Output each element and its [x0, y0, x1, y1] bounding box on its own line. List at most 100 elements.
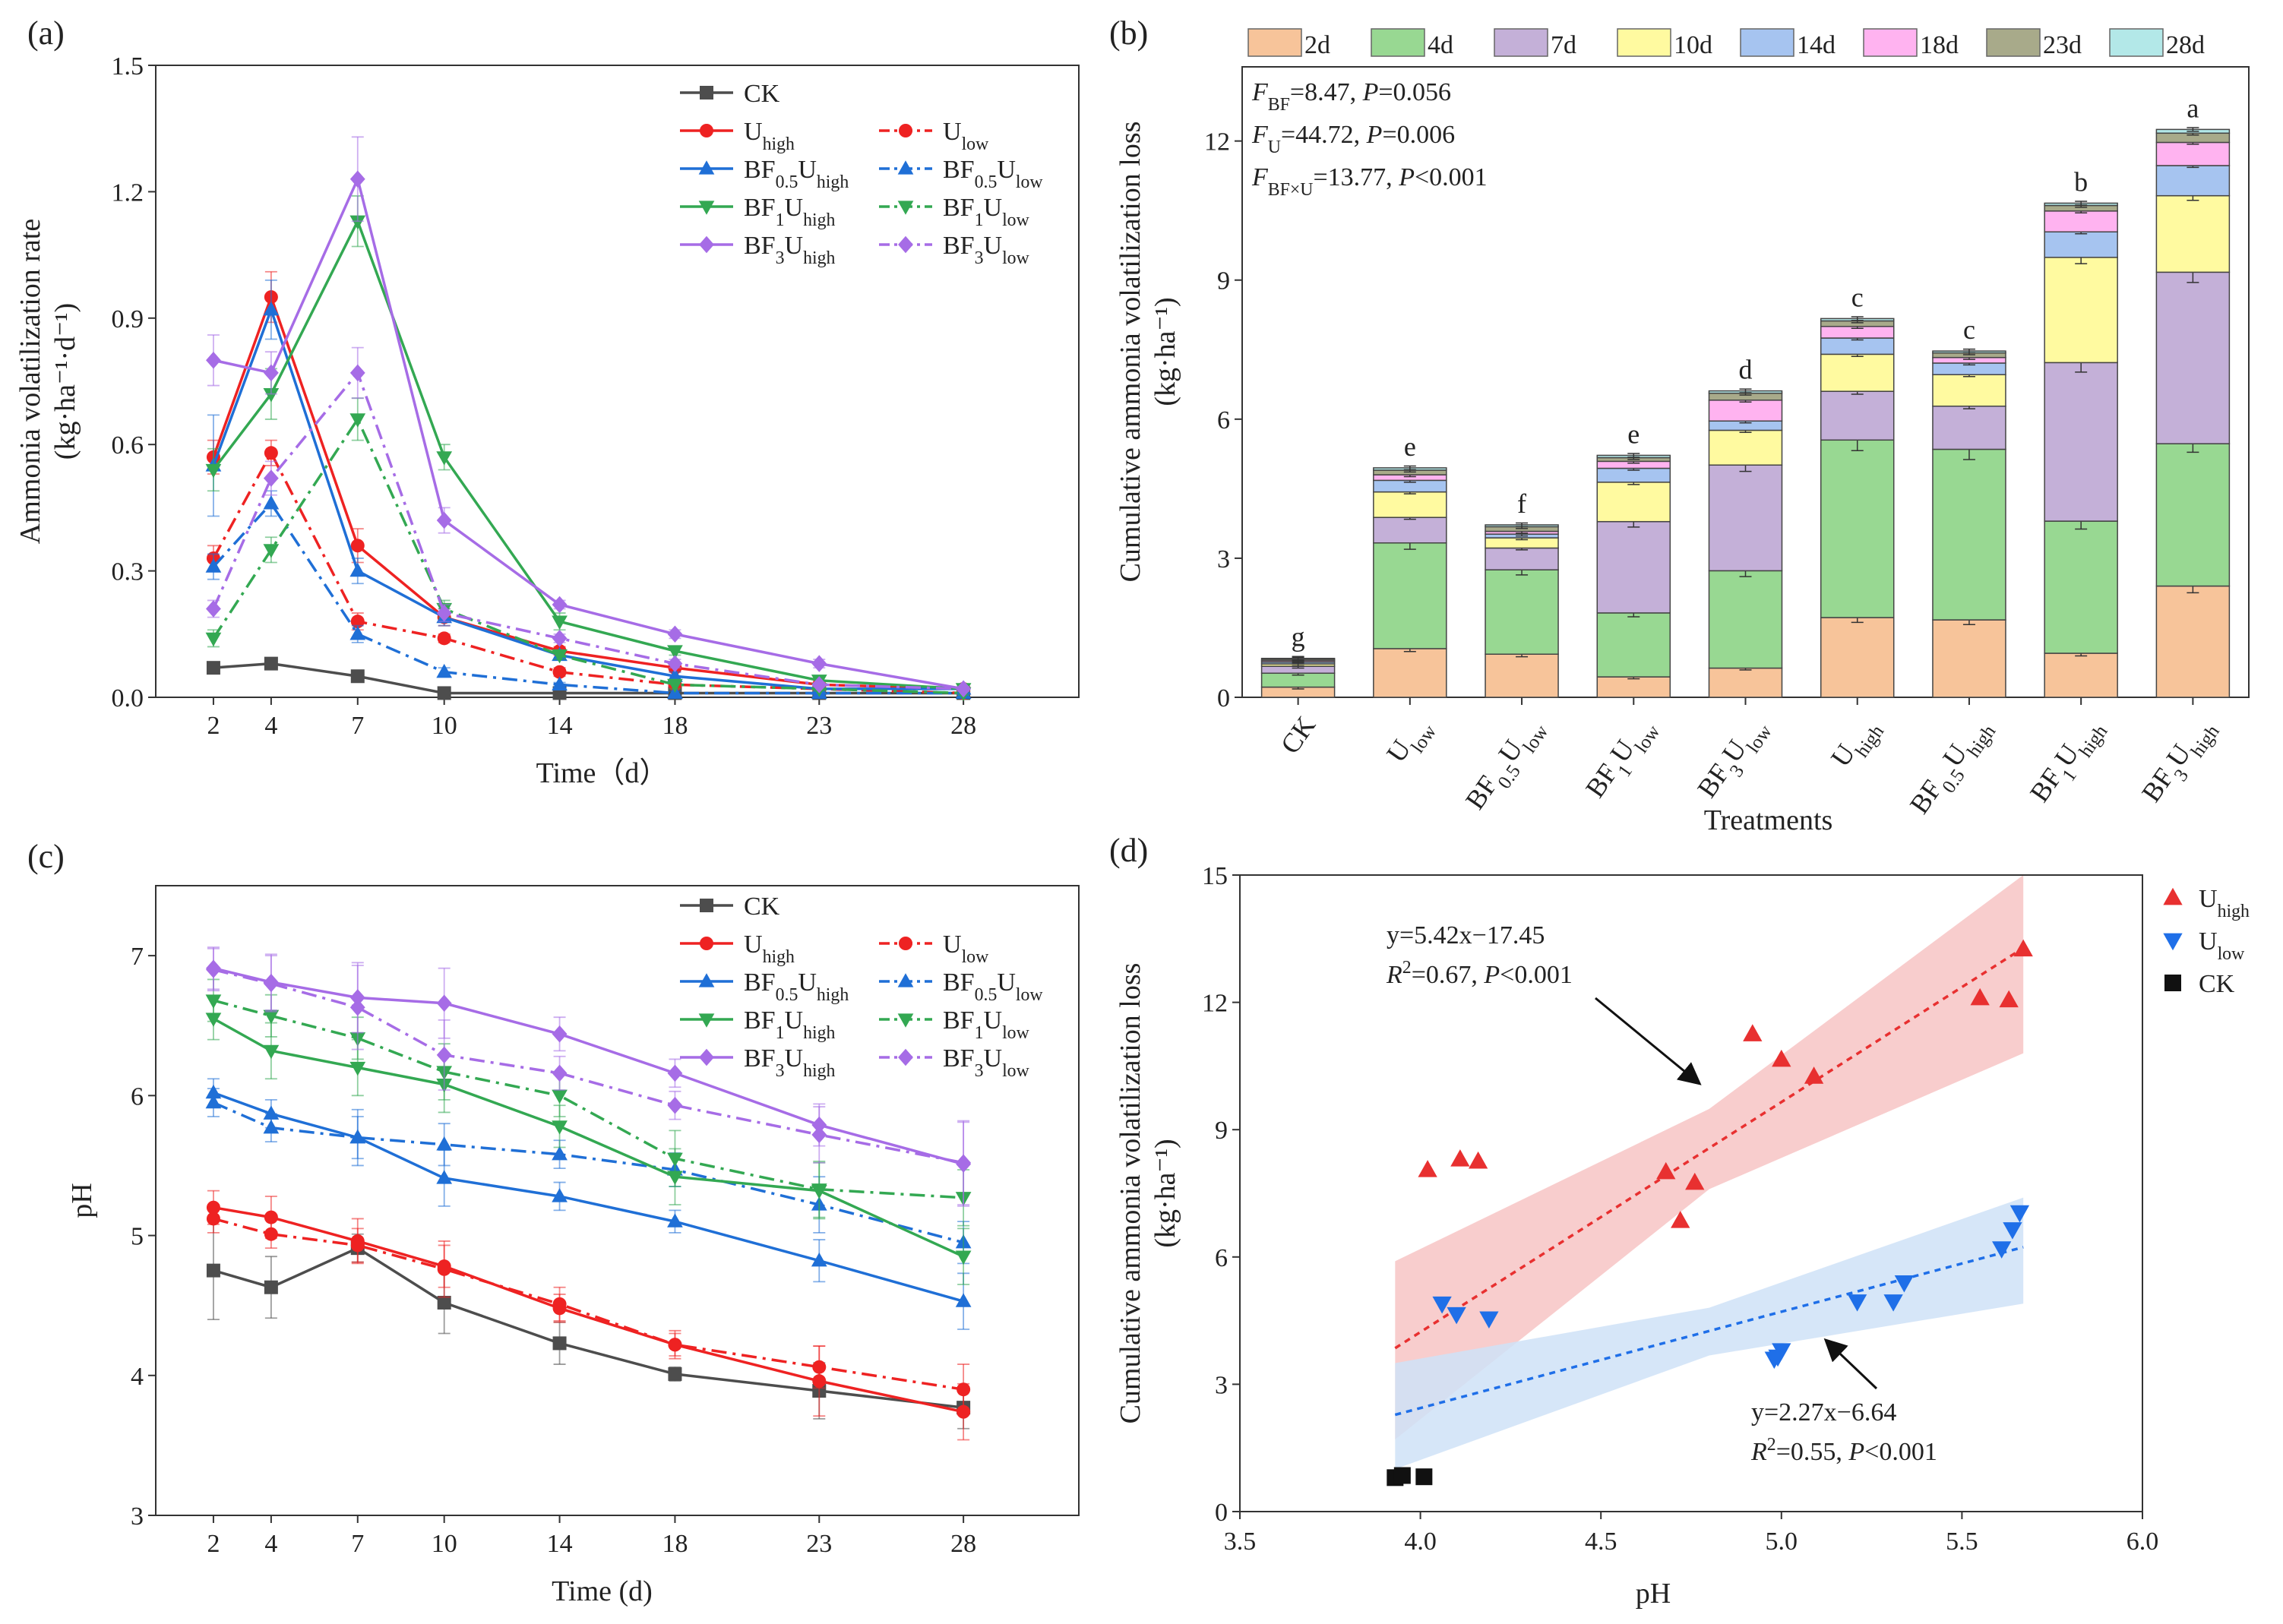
bar-stack — [1596, 453, 1671, 698]
significance-letter: g — [1292, 622, 1305, 652]
bar-segment-4d — [2155, 443, 2231, 587]
data-point — [436, 663, 453, 678]
x-category-label: BF0.5Ulow — [1459, 710, 1553, 820]
data-point — [552, 630, 568, 647]
series-line — [212, 450, 964, 695]
data-point — [811, 1252, 827, 1267]
data-point — [206, 352, 221, 369]
scatter-series-Ulow — [1432, 1205, 2030, 1370]
bar-segment-4d — [1485, 569, 1559, 655]
y-tick-label: 3 — [1217, 545, 1230, 573]
data-point — [263, 1119, 280, 1134]
data-point — [436, 1136, 453, 1151]
data-point — [264, 446, 278, 460]
legend-label: BF1Uhigh — [744, 1006, 835, 1043]
legend-marker — [698, 160, 715, 175]
bar-segment-14d — [2044, 231, 2118, 258]
bar-segment-10d — [1932, 374, 2006, 407]
data-point — [667, 1096, 683, 1114]
legend-label: BF3Ulow — [943, 232, 1030, 268]
data-point — [437, 1262, 451, 1276]
legend-swatch — [1371, 28, 1425, 57]
y-tick-label: 0.9 — [112, 305, 144, 333]
x-tick-label: 23 — [806, 712, 832, 740]
fit-line-Uhigh — [1394, 946, 2025, 1350]
arrow-ulow — [1823, 1338, 1878, 1390]
data-point — [552, 1089, 568, 1104]
data-point — [263, 975, 279, 993]
series-line — [213, 1017, 964, 1258]
data-point — [263, 1044, 280, 1060]
data-point — [349, 999, 365, 1016]
stats-annotation: FBF=8.47, P=0.056 — [1251, 78, 1451, 115]
series-BF0.5Uhigh — [205, 1078, 972, 1330]
r2-ulow: R2=0.55, P<0.001 — [1750, 1435, 1937, 1466]
scatter-series-CK — [1387, 1467, 1433, 1487]
legend-label: BF0.5Uhigh — [744, 968, 849, 1005]
scatter-point — [1768, 1349, 1788, 1367]
panel-a-line-chart: (a) 0.0 0.3 0.6 0.9 1.2 1.5 2 4 7 10 14 18 23 28 Time（d… — [14, 14, 1080, 789]
legend-marker — [700, 899, 713, 912]
y-axis-title: pH — [66, 1183, 98, 1218]
data-point — [349, 1061, 366, 1076]
legend-label: 2d — [1304, 31, 1330, 59]
y-tick-label: 3 — [1215, 1371, 1228, 1399]
data-point — [812, 1360, 827, 1374]
data-point — [811, 1183, 827, 1198]
data-point — [667, 1064, 683, 1082]
legend-marker — [2163, 887, 2183, 905]
data-point — [350, 1238, 365, 1253]
data-point — [263, 387, 280, 403]
scatter-point — [1393, 1467, 1411, 1484]
panel-d-scatter-chart: (d) 0 3 6 9 12 15 3.5 4.0 4.5 5.0 5.5 6.0 pH Cumulativ… — [1109, 836, 2250, 1610]
data-point — [349, 626, 366, 640]
legend-marker — [699, 235, 714, 254]
legend-label: 14d — [1797, 31, 1836, 59]
bar-stack — [1932, 348, 2006, 698]
panel-label-c: (c) — [27, 838, 65, 875]
legend-label: BF0.5Uhigh — [744, 156, 849, 192]
bar-stack — [2155, 127, 2231, 698]
bar-segment-2d — [1596, 676, 1671, 698]
data-point — [350, 615, 365, 629]
y-tick-label: 0.6 — [112, 431, 144, 460]
significance-letter: e — [1627, 419, 1640, 449]
series-line — [213, 968, 964, 1164]
x-tick-label: 3.5 — [1224, 1528, 1257, 1556]
data-point — [668, 1338, 682, 1352]
x-tick-label: 4 — [264, 1530, 277, 1558]
data-point — [552, 1120, 568, 1135]
bar-segment-18d — [1708, 400, 1783, 422]
legend-label: 7d — [1551, 31, 1576, 59]
y-tick-label: 0.0 — [112, 684, 144, 712]
bar-segment-7d — [1820, 390, 1895, 441]
series-BF0.5Uhigh — [205, 279, 972, 695]
x-category-label: BF0.5Uhigh — [1904, 710, 2000, 824]
x-tick-label: 28 — [950, 1530, 976, 1558]
data-point — [350, 539, 365, 553]
x-axis-title: Time（d） — [536, 757, 669, 789]
arrow-uhigh — [1595, 997, 1702, 1085]
y-tick-label: 0.3 — [112, 558, 144, 586]
legend-marker — [698, 1013, 715, 1028]
scatter-point — [1894, 1275, 1915, 1293]
scatter-point — [1671, 1211, 1690, 1228]
x-tick-label: 28 — [950, 712, 976, 740]
bar-segment-7d — [2155, 271, 2231, 444]
scatter-point — [1432, 1296, 1452, 1314]
data-point — [436, 1170, 453, 1184]
scatter-point — [1847, 1294, 1867, 1312]
series-line — [213, 999, 964, 1199]
legend-label: BF1Uhigh — [744, 194, 835, 230]
scatter-point — [1685, 1172, 1705, 1190]
data-point — [206, 1263, 220, 1278]
legend-swatch — [1494, 28, 1548, 57]
legend-marker — [700, 937, 713, 950]
data-point — [263, 495, 280, 510]
bar-segment-10d — [1373, 491, 1447, 518]
legend-label: BF3Uhigh — [744, 232, 835, 268]
legend-swatch — [1617, 28, 1671, 57]
x-category-label: Ulow — [1380, 710, 1440, 773]
y-tick-label: 3 — [131, 1502, 144, 1531]
